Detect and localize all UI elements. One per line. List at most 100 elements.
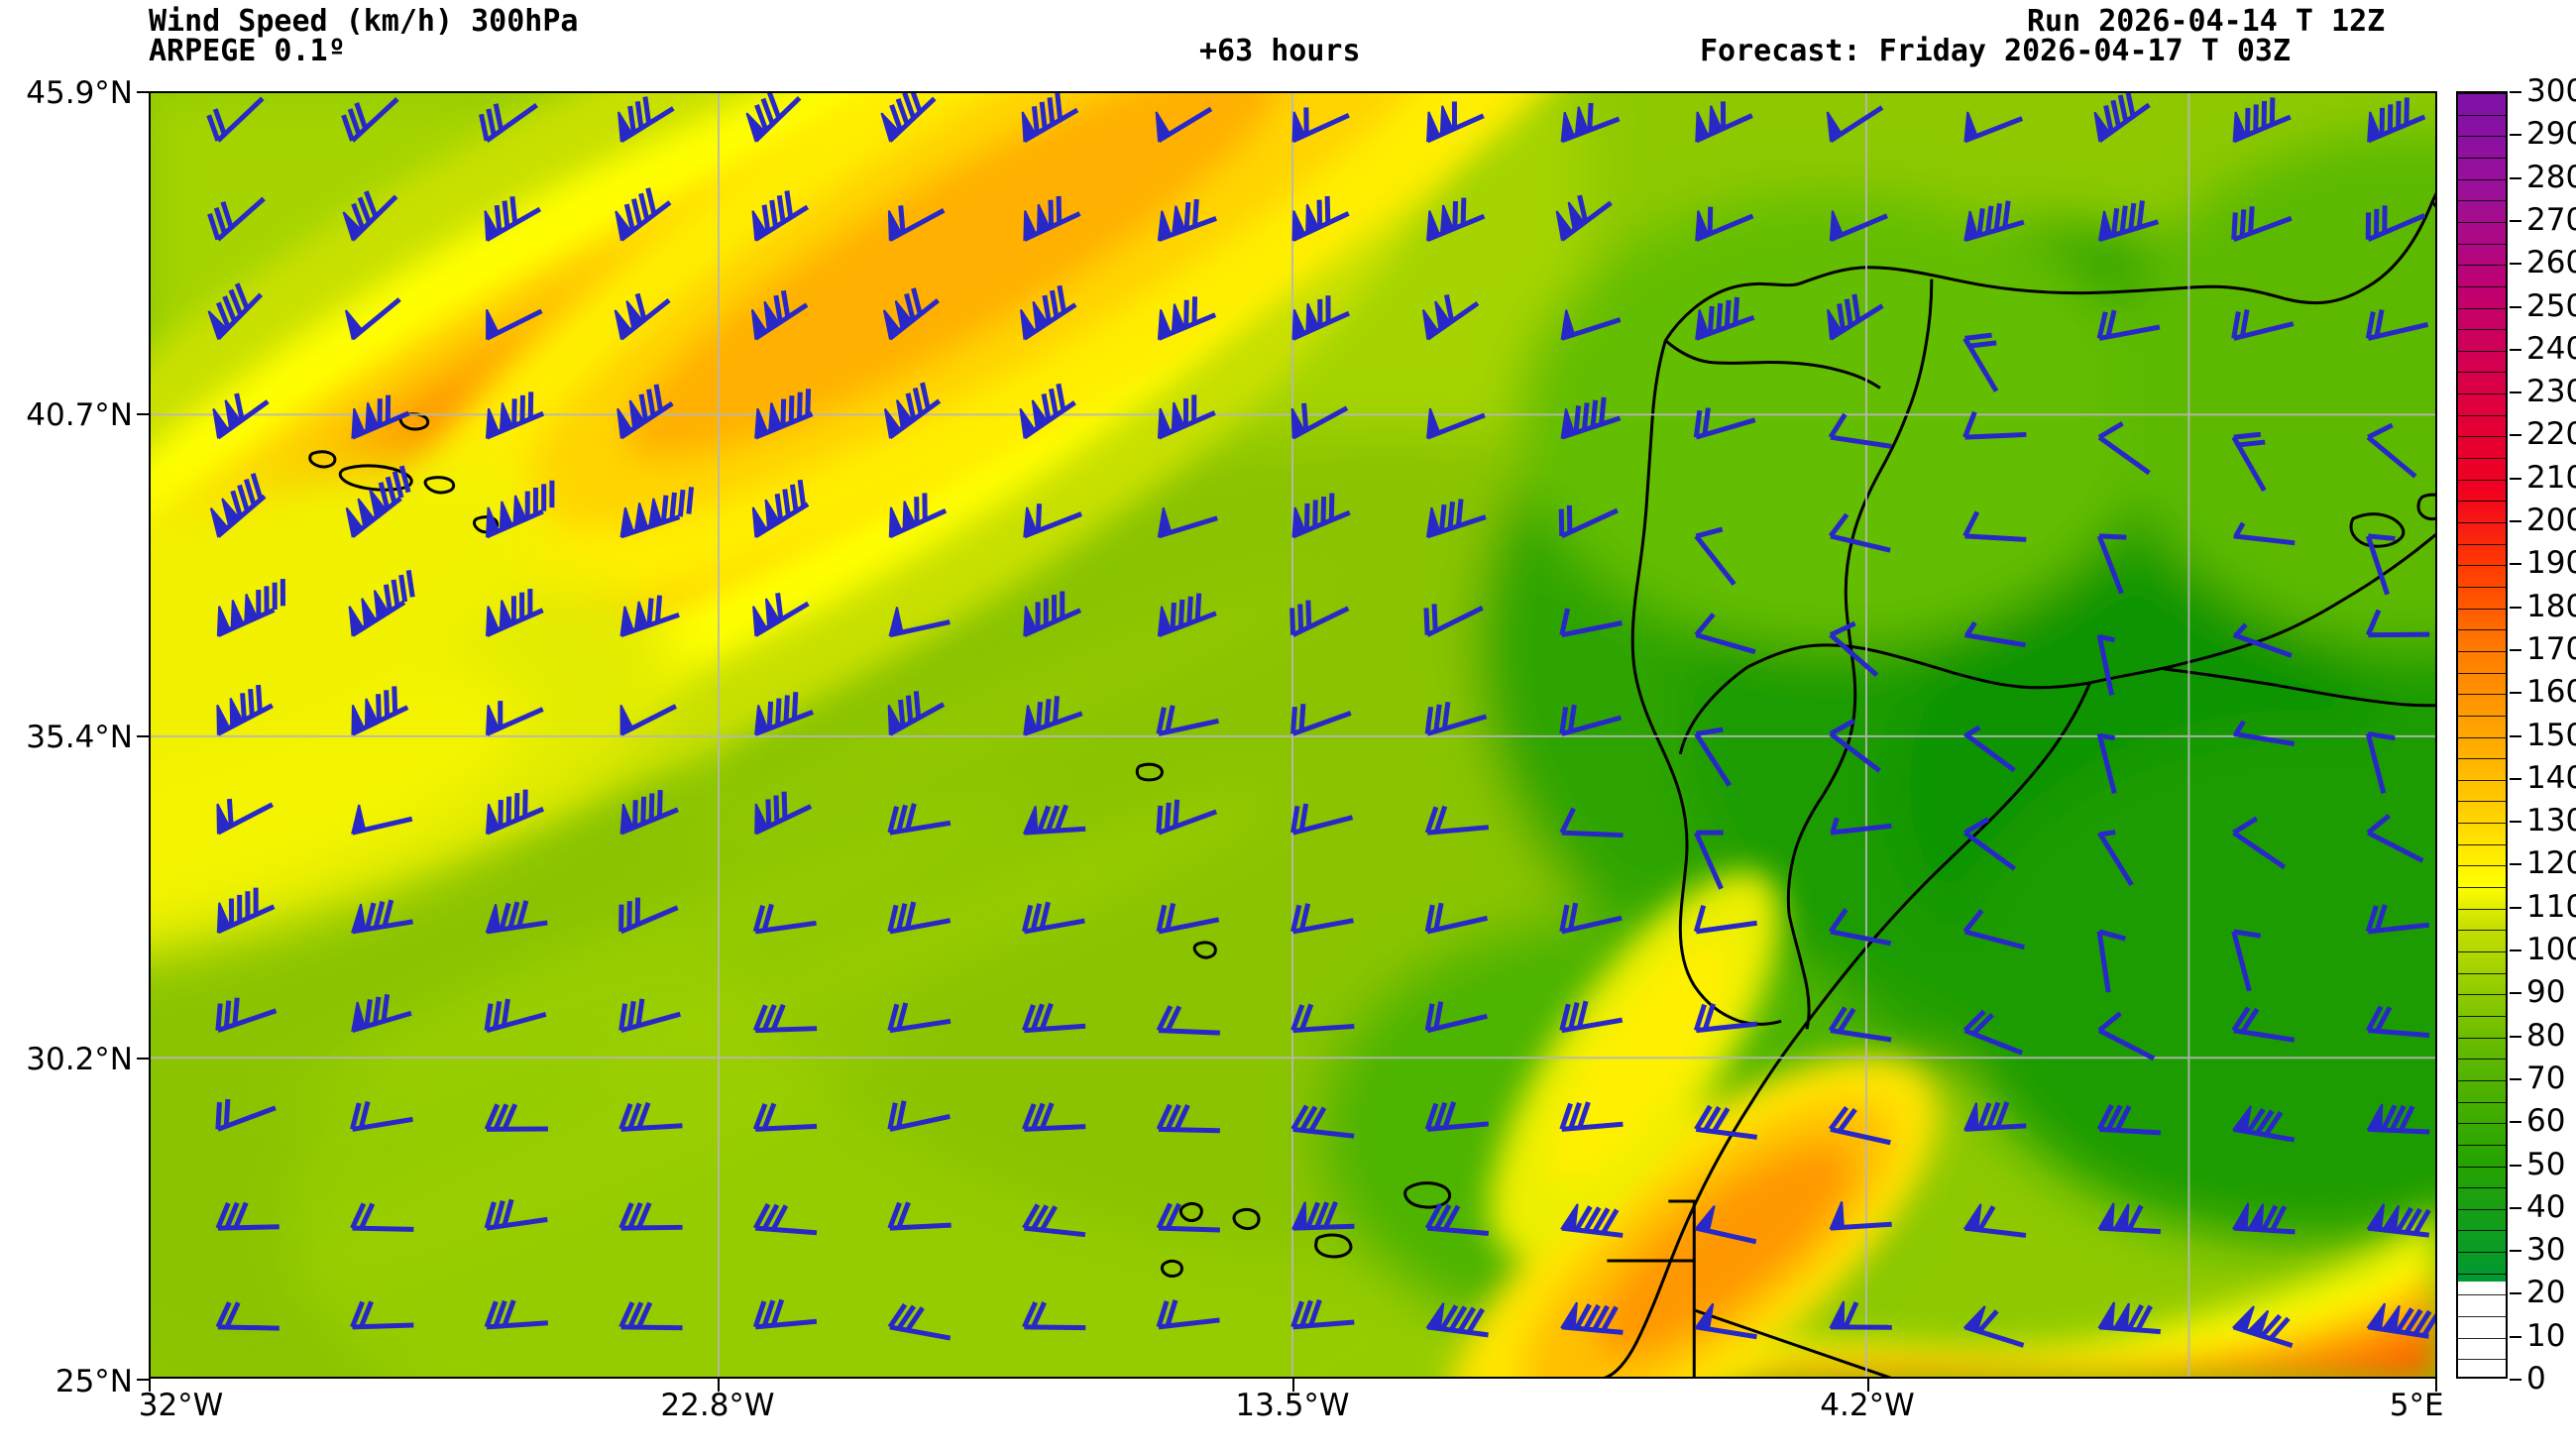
wind-barb xyxy=(341,97,399,143)
wind-barb xyxy=(2366,1103,2430,1135)
wind-barb xyxy=(212,392,270,440)
wind-barb xyxy=(2231,1105,2296,1143)
colorbar-tick xyxy=(2510,1335,2521,1338)
wind-barb xyxy=(207,282,264,341)
wind-barb xyxy=(1424,1101,1490,1132)
wind-barb xyxy=(1022,1301,1086,1331)
colorbar-tick xyxy=(2510,91,2521,93)
forecast-time-label: Forecast: Friday 2026-04-17 T 03Z xyxy=(1700,34,2292,68)
wind-barb xyxy=(1558,504,1619,539)
colorbar-separator xyxy=(2458,1101,2506,1103)
wind-barb xyxy=(1559,807,1624,838)
wind-barb xyxy=(1964,620,2026,648)
colorbar-tick-label: 50 xyxy=(2526,1146,2566,1182)
x-axis-tick xyxy=(149,1379,151,1392)
wind-barb xyxy=(1157,198,1217,243)
colorbar-separator xyxy=(2458,1079,2506,1081)
colorbar-separator xyxy=(2458,414,2506,416)
colorbar-separator xyxy=(2458,629,2506,631)
wind-barb xyxy=(484,998,547,1034)
colorbar-tick xyxy=(2510,1035,2521,1038)
wind-barb xyxy=(887,205,946,242)
colorbar-tick-label: 210 xyxy=(2526,459,2576,496)
wind-barb xyxy=(2232,97,2292,144)
wind-barb xyxy=(485,391,545,440)
wind-barb xyxy=(1559,902,1623,935)
wind-barb xyxy=(618,1101,683,1132)
wind-barb xyxy=(2231,929,2261,992)
run-time-label: Run 2026-04-14 T 12Z xyxy=(2027,4,2386,39)
wind-barb xyxy=(1962,1101,2027,1132)
wind-barb xyxy=(1560,102,1621,144)
colorbar[interactable] xyxy=(2456,91,2508,1379)
wind-barb xyxy=(619,487,695,539)
colorbar-tick xyxy=(2510,992,2521,995)
y-axis-tick xyxy=(137,413,151,415)
wind-barb xyxy=(619,595,680,638)
wind-barb xyxy=(750,289,809,341)
colorbar-tick-label: 300 xyxy=(2526,73,2576,109)
wind-barb xyxy=(1695,206,1754,242)
wind-barb xyxy=(753,1202,818,1236)
wind-barb xyxy=(745,93,802,143)
wind-barb xyxy=(1022,804,1086,836)
colorbar-separator xyxy=(2458,1252,2506,1254)
colorbar-separator xyxy=(2458,1037,2506,1039)
wind-barb xyxy=(1156,799,1217,836)
colorbar-separator xyxy=(2458,265,2506,267)
wind-barb xyxy=(2366,1005,2430,1039)
wind-barb xyxy=(752,592,810,637)
colorbar-tick-label: 110 xyxy=(2526,888,2576,925)
wind-barb xyxy=(618,897,679,935)
colorbar-tick-label: 280 xyxy=(2526,159,2576,195)
map-plot-area[interactable] xyxy=(149,91,2437,1379)
wind-barb xyxy=(1156,1103,1220,1134)
colorbar-separator xyxy=(2458,243,2506,245)
colorbar-tick-label: 70 xyxy=(2526,1060,2566,1096)
wind-barb xyxy=(880,93,937,143)
wind-barb xyxy=(2231,308,2295,341)
colorbar-separator xyxy=(2458,350,2506,352)
colorbar-gradient xyxy=(2458,93,2506,1283)
wind-barb xyxy=(2365,533,2396,596)
wind-barb xyxy=(1290,1003,1355,1034)
colorbar-tick-label: 180 xyxy=(2526,588,2576,624)
colorbar-tick xyxy=(2510,821,2521,824)
wind-barb xyxy=(1559,1000,1624,1034)
wind-barb xyxy=(2366,814,2424,863)
colorbar-separator xyxy=(2458,1144,2506,1146)
wind-barb xyxy=(1830,817,1892,836)
wind-barb xyxy=(2366,1302,2435,1339)
wind-barb xyxy=(484,195,542,242)
colorbar-tick xyxy=(2510,777,2521,780)
wind-barb xyxy=(2365,609,2430,638)
x-tick-label: 13.5°W xyxy=(1235,1388,1350,1423)
colorbar-tick-label: 160 xyxy=(2526,674,2576,711)
y-tick-label: 40.7°N xyxy=(26,397,133,433)
wind-barb xyxy=(1023,195,1081,242)
wind-barb xyxy=(754,791,813,836)
colorbar-tick-label: 30 xyxy=(2526,1232,2566,1269)
wind-barb xyxy=(619,789,679,836)
wind-barb xyxy=(1023,503,1082,539)
wind-barb xyxy=(1425,1302,1489,1338)
colorbar-separator xyxy=(2458,823,2506,825)
wind-barb xyxy=(614,292,671,341)
colorbar-tick xyxy=(2510,734,2521,737)
colorbar-separator xyxy=(2458,908,2506,910)
wind-barb xyxy=(2097,1202,2162,1235)
wind-barb xyxy=(209,473,267,538)
colorbar-separator xyxy=(2458,1166,2506,1168)
colorbar-tick-label: 170 xyxy=(2526,630,2576,667)
colorbar-separator xyxy=(2458,372,2506,374)
colorbar-separator xyxy=(2458,522,2506,523)
colorbar-tick-label: 200 xyxy=(2526,503,2576,538)
wind-barb xyxy=(1424,902,1489,935)
wind-barb xyxy=(1694,526,1736,587)
wind-barb xyxy=(2365,904,2430,935)
wind-barb xyxy=(1559,1101,1624,1132)
wind-barb xyxy=(2096,929,2127,993)
colorbar-separator xyxy=(2458,736,2506,738)
colorbar-separator xyxy=(2458,801,2506,803)
colorbar-tick-label: 150 xyxy=(2526,717,2576,753)
